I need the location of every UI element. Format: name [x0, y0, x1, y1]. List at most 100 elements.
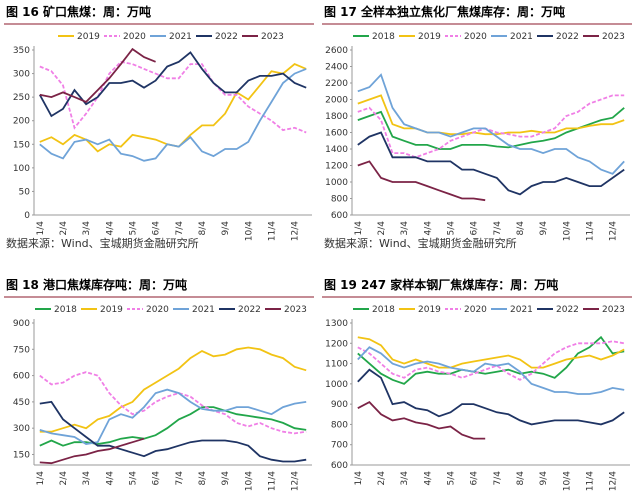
x-tick-label: 11/4 — [267, 471, 277, 491]
y-tick-label: 100 — [13, 164, 30, 174]
y-tick-label: 0 — [24, 211, 30, 221]
y-tick-label: 50 — [19, 187, 31, 197]
x-tick-label: 12/4 — [291, 221, 301, 241]
legend-label: 2019 — [100, 305, 123, 315]
x-tick-label: 9/4 — [221, 221, 231, 236]
legend-label: 2020 — [123, 32, 146, 42]
y-tick-label: 300 — [13, 70, 30, 80]
series-line — [357, 340, 625, 381]
y-tick-label: 1000 — [325, 380, 348, 390]
legend-label: 2021 — [510, 305, 533, 315]
x-tick-label: 9/4 — [221, 471, 231, 486]
x-tick-label: 5/4 — [446, 471, 456, 486]
x-tick-label: 2/4 — [59, 221, 69, 236]
y-tick-label: 600 — [331, 211, 348, 221]
x-tick-label: 1/4 — [354, 221, 364, 236]
x-tick-label: 7/4 — [175, 221, 185, 236]
y-tick-label: 2000 — [325, 96, 348, 106]
series-line — [39, 63, 307, 153]
source: 数据来源：Wind、宝城期货金融研究所 — [6, 236, 199, 250]
x-tick-label: 4/4 — [423, 471, 433, 486]
x-tick-label: 9/4 — [539, 221, 549, 236]
x-tick-label: 10/4 — [562, 471, 572, 491]
x-tick-label: 1/4 — [36, 221, 46, 236]
series-line — [357, 335, 625, 385]
y-tick-label: 1300 — [325, 319, 348, 329]
y-tick-label: 2400 — [325, 63, 348, 73]
x-tick-label: 2/4 — [59, 471, 69, 486]
series-line — [39, 437, 145, 465]
x-tick-label: 4/4 — [105, 471, 115, 486]
legend-label: 2021 — [510, 32, 533, 42]
legend-label: 2023 — [602, 32, 625, 42]
y-tick-label: 350 — [13, 46, 30, 56]
y-tick-label: 2600 — [325, 46, 348, 56]
x-tick-label: 8/4 — [198, 471, 208, 486]
legend-label: 2021 — [192, 305, 215, 315]
x-tick-label: 8/4 — [198, 221, 208, 236]
x-tick-label: 8/4 — [516, 221, 526, 236]
x-tick-label: 9/4 — [539, 471, 549, 486]
legend-label: 2020 — [146, 305, 169, 315]
y-tick-label: 700 — [331, 441, 348, 451]
y-tick-label: 800 — [331, 195, 348, 205]
series-line — [357, 160, 486, 202]
y-tick-label: 1200 — [325, 162, 348, 172]
x-tick-label: 2/4 — [377, 221, 387, 236]
y-tick-label: 1600 — [325, 129, 348, 139]
y-tick-label: 1800 — [325, 112, 348, 122]
x-tick-label: 12/4 — [291, 471, 301, 491]
x-tick-label: 11/4 — [585, 221, 595, 241]
x-tick-label: 7/4 — [493, 471, 503, 486]
legend-label: 2018 — [372, 32, 395, 42]
legend-label: 2018 — [54, 305, 77, 315]
series-line — [357, 94, 625, 159]
y-tick-label: 800 — [331, 420, 348, 430]
series-line — [39, 47, 156, 103]
y-tick-label: 600 — [331, 461, 348, 471]
y-tick-label: 600 — [13, 372, 30, 382]
x-tick-label: 5/4 — [128, 471, 138, 486]
y-tick-label: 1200 — [325, 339, 348, 349]
x-tick-label: 6/4 — [152, 221, 162, 236]
y-tick-label: 150 — [13, 140, 30, 150]
y-tick-label: 2200 — [325, 79, 348, 89]
y-tick-label: 450 — [13, 398, 30, 408]
series-line — [357, 368, 625, 426]
x-tick-label: 3/4 — [400, 221, 410, 236]
series-line — [357, 336, 625, 369]
series-line — [357, 94, 625, 136]
source: 数据来源：Wind、宝城期货金融研究所 — [324, 236, 517, 250]
y-tick-label: 250 — [13, 93, 30, 103]
y-tick-label: 300 — [13, 424, 30, 434]
series-line — [39, 388, 307, 445]
x-tick-label: 6/4 — [152, 471, 162, 486]
x-tick-label: 1/4 — [354, 471, 364, 486]
x-tick-label: 4/4 — [423, 221, 433, 236]
series-line — [357, 73, 625, 175]
legend-label: 2023 — [261, 32, 284, 42]
x-tick-label: 12/4 — [609, 221, 619, 241]
legend-label: 2019 — [418, 32, 441, 42]
chart-title: 图 16 矿口焦煤：周：万吨 — [6, 4, 151, 19]
y-tick-label: 750 — [13, 345, 30, 355]
legend-label: 2022 — [556, 32, 579, 42]
legend-label: 2021 — [169, 32, 192, 42]
y-tick-label: 900 — [13, 319, 30, 329]
x-tick-label: 10/4 — [244, 471, 254, 491]
x-tick-label: 4/4 — [105, 221, 115, 236]
y-tick-label: 1400 — [325, 145, 348, 155]
x-tick-label: 8/4 — [516, 471, 526, 486]
legend-label: 2020 — [464, 305, 487, 315]
y-tick-label: 150 — [13, 450, 30, 460]
legend-label: 2019 — [77, 32, 100, 42]
legend-label: 2018 — [372, 305, 395, 315]
x-tick-label: 3/4 — [400, 471, 410, 486]
x-tick-label: 5/4 — [446, 221, 456, 236]
x-tick-label: 3/4 — [82, 221, 92, 236]
y-tick-label: 1100 — [325, 360, 348, 370]
legend-label: 2022 — [215, 32, 238, 42]
legend-label: 2022 — [556, 305, 579, 315]
legend-label: 2023 — [602, 305, 625, 315]
